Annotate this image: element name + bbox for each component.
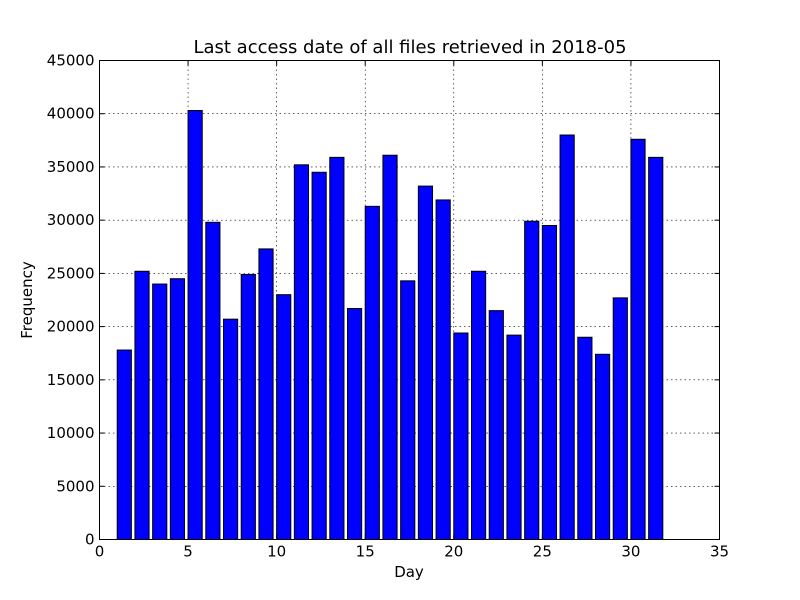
- y-tick-label: 30000: [47, 211, 95, 229]
- y-tick-label: 45000: [47, 52, 95, 70]
- bar-day-2: [134, 270, 150, 540]
- y-tick-label: 20000: [47, 318, 95, 336]
- bar-day-20: [453, 332, 469, 540]
- y-tick-label: 40000: [47, 105, 95, 123]
- bar-day-27: [577, 336, 593, 540]
- y-tick-label: 5000: [56, 477, 94, 495]
- bar-day-6: [205, 221, 221, 540]
- x-tick-label: 0: [95, 543, 105, 561]
- bar-day-24: [524, 220, 540, 540]
- y-tick-label: 0: [85, 531, 95, 549]
- y-tick-label: 10000: [47, 424, 95, 442]
- bar-day-3: [152, 283, 168, 540]
- bar-day-19: [435, 199, 451, 540]
- y-tick-labels: 0 5000 10000 15000 20000 25000 30000 35000 40000…: [47, 52, 95, 549]
- bar-day-28: [595, 353, 611, 540]
- bar-day-21: [471, 270, 487, 540]
- bar-day-23: [506, 334, 522, 541]
- y-tick-label: 15000: [47, 371, 95, 389]
- chart-title: Last access date of all files retrieved …: [193, 37, 626, 58]
- bar-day-1: [116, 349, 132, 541]
- x-tick-label: 20: [444, 543, 463, 561]
- bar-day-5: [187, 110, 203, 540]
- bars: [116, 110, 664, 541]
- bar-day-12: [311, 171, 327, 540]
- bar-day-13: [329, 156, 345, 540]
- bar-day-8: [240, 273, 256, 540]
- x-tick-label: 10: [267, 543, 286, 561]
- x-tick-label: 5: [183, 543, 193, 561]
- y-axis-label: Frequency: [18, 261, 36, 339]
- y-tick-label: 25000: [47, 264, 95, 282]
- bar-day-10: [276, 294, 292, 540]
- x-tick-label: 25: [533, 543, 552, 561]
- bar-day-4: [169, 278, 186, 540]
- bar-day-31: [648, 156, 664, 540]
- bar-day-7: [223, 318, 239, 540]
- y-tick-label: 35000: [47, 158, 95, 176]
- x-axis-label: Day: [394, 563, 424, 581]
- bar-day-30: [630, 138, 646, 540]
- x-tick-label: 30: [621, 543, 640, 561]
- bar-day-25: [541, 224, 558, 540]
- bar-day-22: [488, 310, 504, 540]
- bar-day-18: [417, 185, 434, 541]
- bar-day-16: [382, 154, 398, 540]
- bar-day-9: [258, 248, 274, 540]
- x-tick-label: 15: [356, 543, 375, 561]
- bar-day-14: [347, 308, 363, 541]
- x-tick-label: 35: [710, 543, 729, 561]
- bar-day-26: [559, 134, 575, 540]
- x-tick-labels: 0 5 10 15 20 25 30 35: [95, 543, 729, 561]
- bar-day-29: [612, 297, 628, 541]
- bar-day-15: [364, 205, 380, 540]
- axis-ticks: [99, 60, 720, 540]
- bar-day-17: [400, 280, 416, 540]
- plot-frame: [99, 60, 720, 540]
- bar-day-11: [293, 164, 310, 540]
